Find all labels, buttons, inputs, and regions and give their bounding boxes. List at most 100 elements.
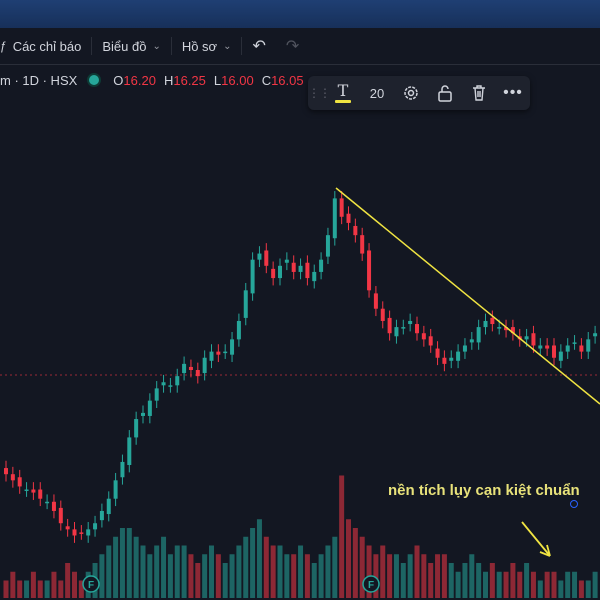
volume-bar xyxy=(17,580,23,598)
chevron-down-icon: ⌄ xyxy=(223,40,232,52)
candle xyxy=(510,327,515,334)
volume-bar xyxy=(400,563,406,598)
volume-bar xyxy=(181,545,187,598)
candle xyxy=(380,308,385,321)
volume-bar xyxy=(311,563,317,598)
profile-menu-label: Hồ sơ xyxy=(181,38,218,54)
volume-bar xyxy=(167,554,173,598)
candle xyxy=(524,336,529,340)
candle xyxy=(531,333,536,346)
trendline[interactable] xyxy=(335,187,600,405)
candle xyxy=(360,235,365,254)
volume-bar xyxy=(359,536,365,598)
volume-bar xyxy=(44,580,50,598)
drawing-toolbar: ⋮⋮ T 20 ••• xyxy=(308,76,530,110)
profile-menu-button[interactable]: Hồ sơ ⌄ xyxy=(172,28,242,64)
volume-bar xyxy=(441,554,447,598)
volume-bar xyxy=(380,545,386,598)
candle xyxy=(236,320,241,340)
volume-bar xyxy=(496,571,502,598)
window-top-strip xyxy=(0,0,600,28)
gear-icon xyxy=(404,86,418,100)
text-icon: T xyxy=(335,82,351,103)
candle xyxy=(161,382,166,386)
volume-marker-label: F xyxy=(88,580,94,591)
volume-bar xyxy=(428,563,434,598)
drag-handle-icon[interactable]: ⋮⋮ xyxy=(308,86,331,100)
delete-button[interactable] xyxy=(462,76,496,110)
candle xyxy=(332,198,337,239)
redo-button[interactable]: ↷ xyxy=(276,28,309,64)
candle xyxy=(456,351,461,361)
volume-bar xyxy=(455,571,461,598)
volume-bar xyxy=(236,545,242,598)
indicators-button[interactable]: ƒ Các chỉ báo xyxy=(0,28,91,64)
candle xyxy=(504,327,509,331)
volume-bar xyxy=(332,536,338,598)
symbol-legend: m · 1D · HSX O 16.20 H 16.25 L 16.00 C 16.05… xyxy=(0,70,335,90)
more-button[interactable]: ••• xyxy=(496,76,530,110)
volume-bar xyxy=(544,571,550,598)
volume-marker[interactable]: F xyxy=(362,575,380,593)
volume-bar xyxy=(298,545,304,598)
volume-bar xyxy=(578,580,584,598)
volume-bar xyxy=(113,536,119,598)
chart-annotation-text[interactable]: nền tích lụy cạn kiệt chuẩn xyxy=(388,482,580,499)
settings-button[interactable] xyxy=(394,76,428,110)
candle xyxy=(31,489,36,493)
market-status-icon xyxy=(89,75,100,85)
volume-bar xyxy=(140,545,146,598)
candle xyxy=(141,412,145,416)
volume-bar xyxy=(558,580,564,598)
volume-bar xyxy=(30,571,36,598)
candle xyxy=(4,468,8,475)
candle xyxy=(462,345,467,352)
volume-bar xyxy=(51,571,57,598)
candle xyxy=(38,489,43,499)
volume-bar xyxy=(65,563,71,598)
candle xyxy=(401,327,406,329)
candle xyxy=(469,339,474,343)
candle xyxy=(182,363,187,374)
candle xyxy=(428,336,433,346)
candle xyxy=(291,262,296,272)
volume-bar xyxy=(270,545,276,598)
candle xyxy=(586,339,591,352)
volume-bar xyxy=(119,528,125,598)
volume-bar xyxy=(476,563,482,598)
volume-marker[interactable]: F xyxy=(82,575,100,593)
font-size-button[interactable]: 20 xyxy=(369,85,385,101)
high-label: H xyxy=(163,72,174,88)
volume-bar xyxy=(318,554,324,598)
candle xyxy=(373,293,378,309)
candle xyxy=(10,474,15,481)
candle xyxy=(120,461,125,478)
undo-button[interactable]: ↶ xyxy=(242,28,275,64)
candle xyxy=(278,265,282,279)
volume-bar xyxy=(284,554,290,598)
volume-bar xyxy=(483,571,488,598)
candle xyxy=(79,532,84,534)
volume-bar xyxy=(524,563,530,598)
chevron-down-icon: ⌄ xyxy=(152,40,161,52)
volume-bar xyxy=(448,563,454,598)
lock-button[interactable] xyxy=(428,76,462,110)
candle xyxy=(147,400,152,416)
volume-bar xyxy=(277,545,283,598)
open-value: 16.20 xyxy=(123,72,156,88)
candle xyxy=(175,376,180,386)
candle xyxy=(305,262,310,279)
volume-bar xyxy=(592,571,598,598)
volume-bar xyxy=(435,554,441,598)
symbol-label[interactable]: m · 1D · HSX xyxy=(0,72,78,88)
candle xyxy=(209,351,214,361)
cursor-ring-icon xyxy=(570,500,578,508)
chart-menu-button[interactable]: Biểu đồ ⌄ xyxy=(92,28,170,64)
candle xyxy=(99,510,104,521)
candle xyxy=(552,345,556,358)
volume-bar xyxy=(126,528,132,598)
text-button[interactable]: T xyxy=(326,76,360,110)
candle xyxy=(421,333,426,340)
candle xyxy=(579,345,584,352)
